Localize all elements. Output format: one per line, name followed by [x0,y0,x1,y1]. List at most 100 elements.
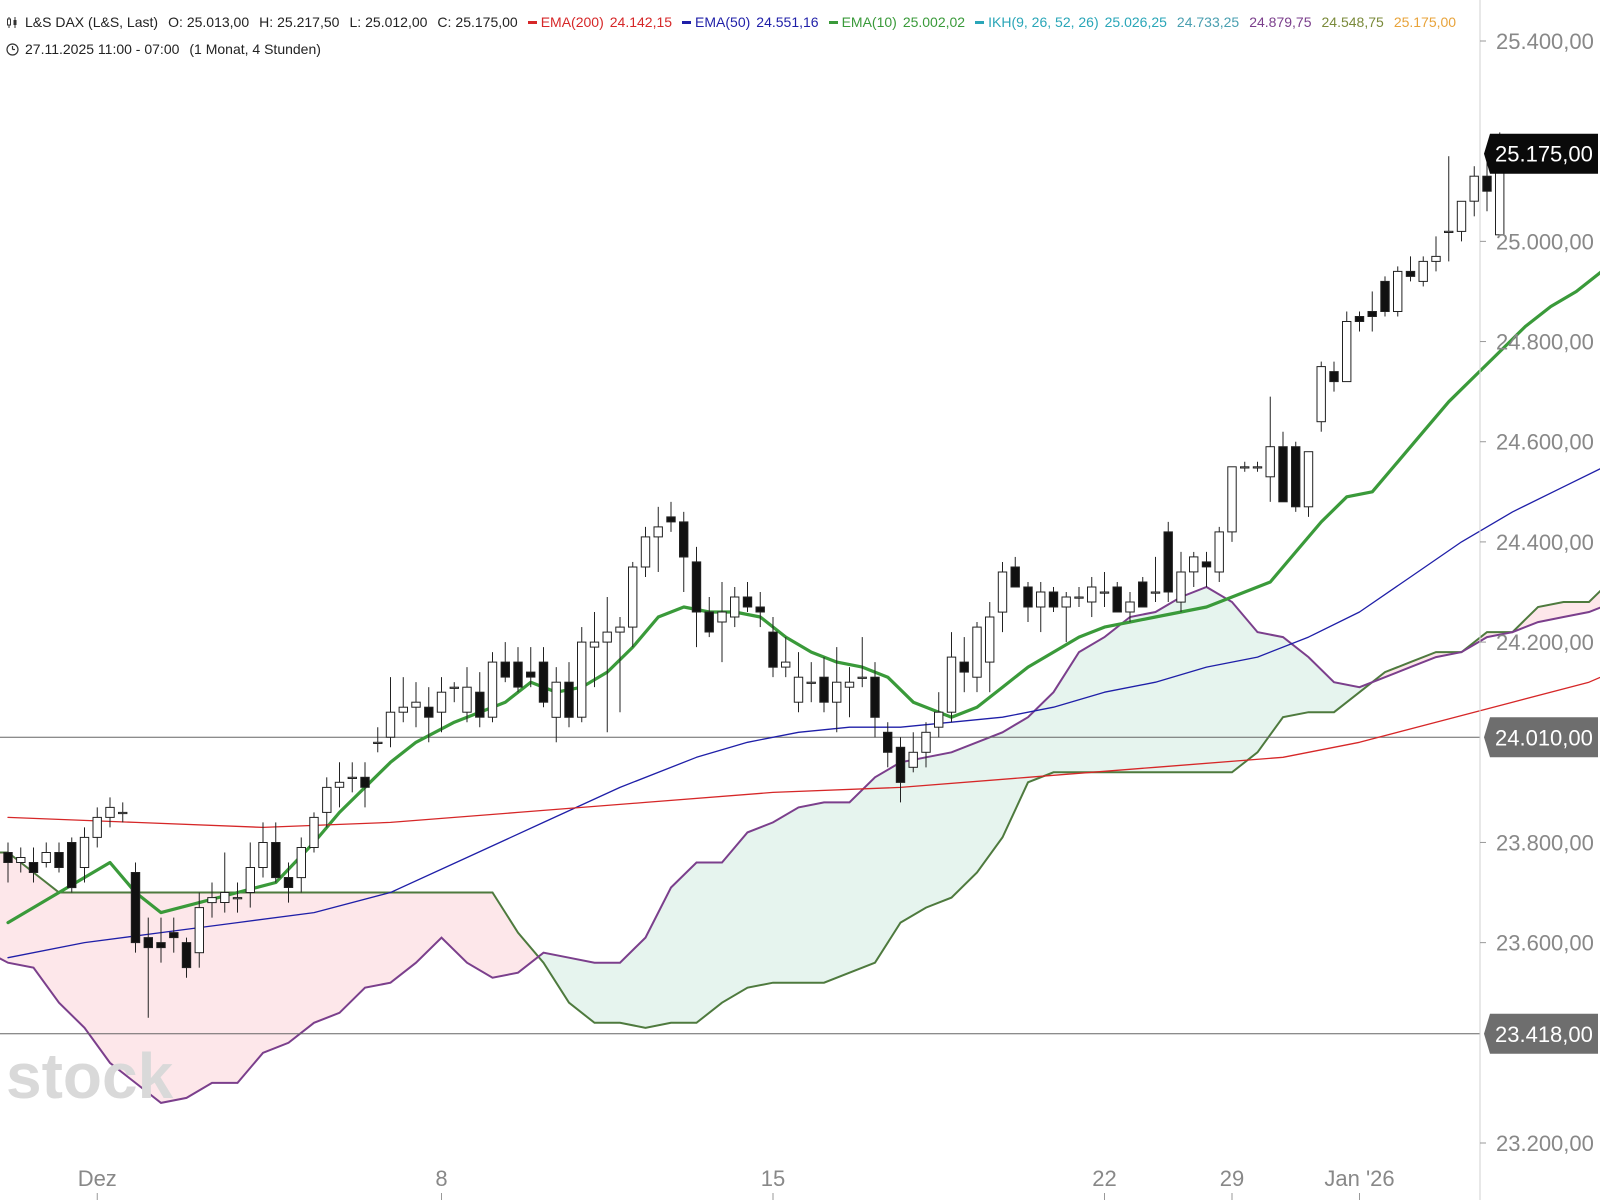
indicator-legend: EMA(200) 24.142,15 EMA(50) 24.551,16 EMA(10)… [527,14,1466,30]
indicator-value: 25.002,02 [902,14,966,30]
time-range: 27.11.2025 11:00 - 07:00 [25,41,180,57]
candle-body [1431,255,1441,262]
candle-body [92,816,102,838]
level-price-label: 23.418,00 [1484,1013,1598,1054]
indicator-value: 24.142,15 [609,14,673,30]
candle-body [3,852,13,863]
candle-body [704,611,714,633]
candlestick-icon [6,16,19,29]
candle-body [1469,175,1479,202]
candle-body [334,781,345,788]
price-labels: 25.175,00 24.010,00 23.418,00 [1484,133,1598,1054]
indicator-value: 24.551,16 [756,14,819,30]
indicator-swatch [975,20,985,24]
candle-body [768,631,778,668]
candle-body [322,786,332,813]
candle-body [373,741,383,744]
indicator-name: EMA(50) [695,14,751,30]
candle-body [1074,596,1084,599]
candle-body [564,681,574,718]
candle-body [1405,270,1416,277]
candle-body [105,806,115,818]
candle-body [793,676,804,703]
x-tick-label: Jan '26 [1324,1166,1394,1191]
y-tick-label: 23.600,00 [1496,931,1594,956]
candle-body [500,661,511,678]
open-label: O: [168,14,183,30]
price-label-box [1484,1013,1598,1054]
candle-body [207,897,217,904]
open-value: 25.013,00 [186,14,250,30]
candle-body [997,571,1008,613]
candle-body [908,751,918,768]
clock-icon [6,42,19,56]
candle-body [972,626,982,678]
ikh-value: 24.879,75 [1249,14,1312,30]
candle-body [857,676,867,679]
candle-body [1418,260,1428,282]
indicator-swatch [828,20,838,24]
candle-body [1189,556,1199,573]
candle-body [615,626,625,633]
candle-body [1112,586,1122,613]
x-tick-label: 29 [1220,1166,1244,1191]
candle-body [985,616,995,663]
x-tick-label: 8 [435,1166,447,1191]
low-value: 25.012,00 [365,14,428,30]
y-tick-label: 23.200,00 [1496,1131,1594,1156]
candle-body [628,566,638,628]
candle-body [666,516,676,523]
candle-body [79,836,90,869]
candle-body [424,706,434,718]
y-tick-label: 24.200,00 [1496,630,1594,655]
candle-body [513,661,523,688]
candle-body [1316,366,1326,423]
series-line [7,676,1600,829]
candle-body [1342,321,1352,383]
candle-body [181,942,192,969]
candle-body [755,606,765,613]
candle-body [895,746,906,783]
candle-body [143,937,154,949]
candle-body [1354,316,1365,322]
candle-body [1150,591,1161,594]
candle-body [921,731,931,753]
candle-body [602,631,612,643]
price-label-text: 23.418,00 [1495,1022,1593,1047]
y-tick-label: 25.400,00 [1496,29,1594,54]
candle-body [870,676,880,718]
candle-body [1163,531,1173,593]
candle-body [819,676,829,703]
candle-body [232,897,243,900]
candle-body [360,776,370,788]
candles [3,132,1505,1018]
candle-body [1291,446,1301,508]
cloud-bullish-area [540,587,1373,1028]
candle-body [1482,175,1492,192]
candle-body [54,852,64,868]
candle-body [589,641,600,648]
candle-body [1393,270,1403,312]
price-label-text: 25.175,00 [1495,142,1593,167]
low-label: L: [349,14,362,30]
candle-body [1214,531,1224,573]
candle-body [551,681,561,718]
candle-body [640,536,651,568]
candle-body [1201,561,1212,568]
candle-body [526,671,536,678]
y-tick-label: 24.600,00 [1496,430,1594,455]
price-label-text: 24.010,00 [1495,725,1593,750]
ikh-value: 24.548,75 [1321,14,1384,30]
candle-body [832,681,842,703]
candle-body [1303,451,1314,508]
cloud-bearish-area [1464,632,1510,651]
indicator-swatch [527,20,537,24]
level-price-label: 24.010,00 [1484,717,1598,758]
candle-body [245,867,256,893]
candle-body [1456,200,1467,232]
candle-body [1265,446,1275,478]
candle-body [781,661,791,668]
candle-body [309,816,319,849]
cloud-bearish-area [1515,591,1600,631]
